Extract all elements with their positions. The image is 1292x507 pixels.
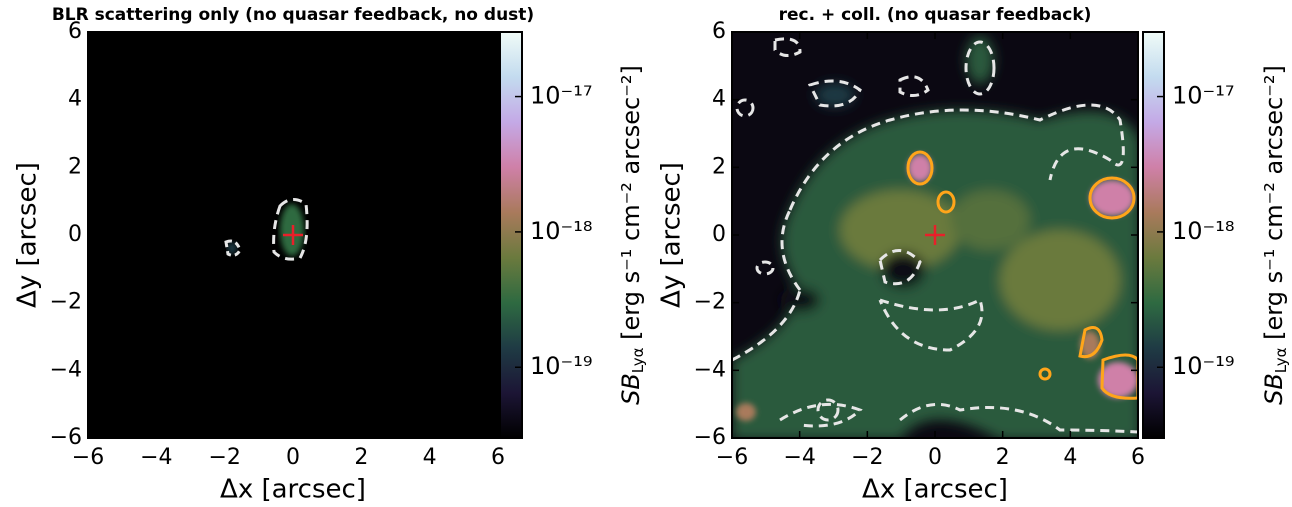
colorbar-tick-label: 10⁻¹⁷ (530, 82, 592, 110)
center-marker (925, 225, 945, 245)
colorbar-label-part: Lyα (629, 347, 647, 373)
y-tick-label: −2 (694, 290, 726, 315)
x-axis-label: Δx [arcsec] (862, 475, 1008, 505)
colorbar-label-part: Lyα (1272, 347, 1290, 373)
colorbar-label-part: [erg s⁻¹ cm⁻² arcsec⁻²] (1260, 65, 1288, 347)
y-axis-label: Δy [arcsec] (657, 162, 687, 308)
plot-frame (731, 31, 1139, 439)
y-tick-label: 4 (68, 87, 82, 112)
colorbar-label-part: [erg s⁻¹ cm⁻² arcsec⁻²] (617, 65, 645, 347)
x-tick-label: −4 (140, 445, 172, 470)
colorbar-label-part: SB (617, 373, 645, 405)
colorbar (1142, 31, 1165, 439)
x-tick-label: −2 (851, 445, 883, 470)
y-tick-label: −4 (694, 357, 726, 382)
x-tick-label: 0 (928, 445, 942, 470)
chart-title: BLR scattering only (no quasar feedback,… (52, 5, 534, 25)
colorbar-tick-label: 10⁻¹⁹ (530, 352, 592, 380)
colorbar-tick-label: 10⁻¹⁸ (1172, 217, 1234, 245)
x-tick-label: 2 (996, 445, 1010, 470)
chart-title: rec. + coll. (no quasar feedback) (779, 5, 1092, 25)
y-tick-label: −6 (694, 425, 726, 450)
y-tick-label: 0 (712, 222, 726, 247)
y-tick-label: −6 (50, 425, 82, 450)
x-tick-label: 4 (423, 445, 437, 470)
colorbar-label-part: SB (1260, 373, 1288, 405)
y-tick-label: 6 (68, 19, 82, 44)
colorbar-tick-label: 10⁻¹⁹ (1172, 352, 1234, 380)
y-tick-label: 2 (68, 154, 82, 179)
x-tick-label: −6 (72, 445, 104, 470)
x-tick-label: −4 (783, 445, 815, 470)
x-axis-label: Δx [arcsec] (220, 475, 366, 505)
center-marker (283, 225, 303, 245)
x-tick-label: 2 (354, 445, 368, 470)
y-axis-label: Δy [arcsec] (13, 162, 43, 308)
y-tick-label: −2 (50, 290, 82, 315)
heatmap-image (732, 32, 1138, 438)
y-tick-label: 2 (712, 154, 726, 179)
y-tick-label: 0 (68, 222, 82, 247)
x-tick-label: −6 (716, 445, 748, 470)
x-tick-label: −2 (208, 445, 240, 470)
plot-frame (87, 31, 499, 439)
x-tick-label: 0 (286, 445, 300, 470)
y-tick-label: −4 (50, 357, 82, 382)
colorbar-tick-label: 10⁻¹⁸ (530, 217, 592, 245)
x-tick-label: 6 (491, 445, 505, 470)
colorbar-label: SBLyα [erg s⁻¹ cm⁻² arcsec⁻²] (617, 65, 647, 405)
colorbar-tick-label: 10⁻¹⁷ (1172, 82, 1234, 110)
colorbar (499, 31, 523, 439)
colorbar-label: SBLyα [erg s⁻¹ cm⁻² arcsec⁻²] (1260, 65, 1290, 405)
x-tick-label: 6 (1131, 445, 1145, 470)
y-tick-label: 4 (712, 87, 726, 112)
x-tick-label: 4 (1063, 445, 1077, 470)
y-tick-label: 6 (712, 19, 726, 44)
